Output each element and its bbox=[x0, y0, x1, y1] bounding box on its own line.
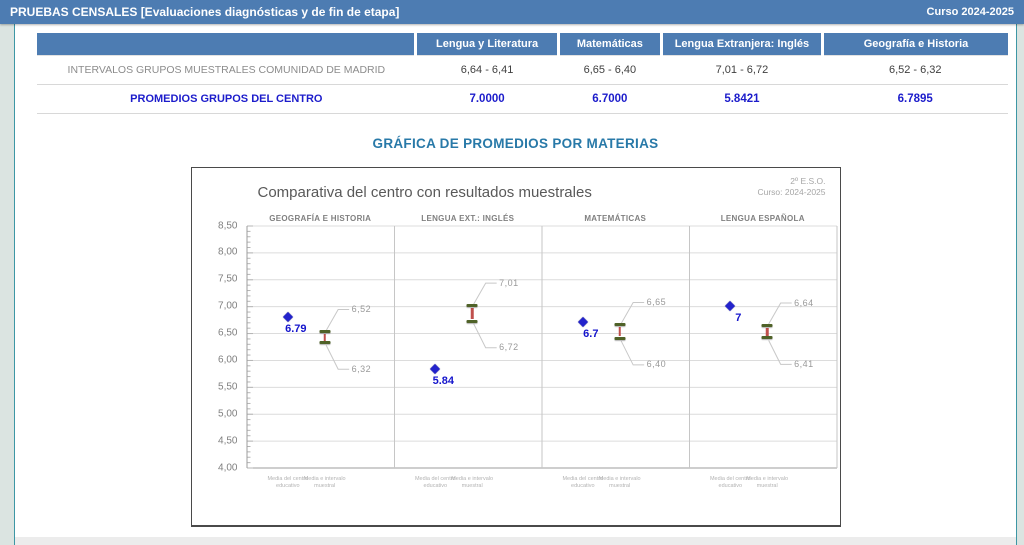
cell-value-0-1: 6,65 - 6,40 bbox=[558, 54, 662, 85]
interval-high-label: 6,52 bbox=[351, 303, 372, 314]
x-category-label-centro: Media del centro educativo bbox=[709, 475, 751, 489]
interval-high-cap bbox=[761, 324, 773, 328]
section-title: GRÁFICA DE PROMEDIOS POR MATERIAS bbox=[372, 135, 659, 151]
chart-lines-layer bbox=[246, 225, 837, 468]
course-label: Curso 2024-2025 bbox=[926, 6, 1014, 18]
cell-value-1-0: 7.0000 bbox=[415, 84, 559, 114]
panel-subject-label: MATEMÁTICAS bbox=[584, 213, 647, 223]
interval-high-cap bbox=[614, 323, 626, 327]
column-header-1: Matemáticas bbox=[556, 33, 662, 55]
interval-low-label: 6,40 bbox=[646, 359, 667, 370]
column-header-3: Geografía e Historia bbox=[821, 33, 1008, 55]
interval-bar bbox=[765, 327, 769, 336]
right-page-edge bbox=[1016, 24, 1024, 545]
cell-value-1-2: 5.8421 bbox=[661, 84, 823, 114]
interval-low-label: 6,41 bbox=[794, 358, 814, 369]
plot-area: 8,50 8,00 7,50 7,00 6,50 6,00 5,50 5,00 4,50 4,00… bbox=[192, 168, 842, 528]
interval-low-label: 6,72 bbox=[499, 342, 519, 353]
y-axis-tick-label: 4,50 bbox=[218, 435, 238, 447]
panel-subject-label: LENGUA ESPAÑOLA bbox=[720, 213, 805, 223]
y-axis-tick-label: 5,00 bbox=[218, 408, 238, 420]
chart-course-label: Curso: 2024-2025 bbox=[757, 186, 826, 197]
center-mean-value: 7 bbox=[735, 312, 742, 325]
cell-value-1-3: 6.7895 bbox=[822, 84, 1008, 114]
comparative-chart: Comparativa del centro con resultados mu… bbox=[190, 166, 842, 528]
row-label: PROMEDIOS GRUPOS DEL CENTRO bbox=[37, 84, 416, 114]
results-table: Lengua y Literatura Matemáticas Lengua Ext… bbox=[37, 33, 1008, 114]
cell-value-0-2: 7,01 - 6,72 bbox=[661, 54, 823, 85]
row-label: INTERVALOS GRUPOS MUESTRALES COMUNIDAD D… bbox=[37, 54, 416, 85]
y-axis-tick-label: 7,00 bbox=[218, 300, 238, 312]
interval-bar bbox=[323, 333, 326, 341]
interval-low-cap bbox=[319, 341, 331, 345]
interval-low-cap bbox=[614, 336, 626, 340]
content-card: Lengua y Literatura Matemáticas Lengua Ext… bbox=[15, 24, 1016, 545]
panel-subject-label: GEOGRAFÍA E HISTORIA bbox=[269, 213, 372, 223]
interval-high-label: 7,01 bbox=[499, 277, 519, 288]
y-axis-tick-label: 8,00 bbox=[218, 246, 238, 258]
table-row: INTERVALOS GRUPOS MUESTRALES COMUNIDAD D… bbox=[37, 54, 1008, 85]
table-corner-cell bbox=[37, 33, 416, 55]
interval-low-cap bbox=[761, 336, 773, 340]
interval-high-label: 6,64 bbox=[794, 297, 814, 308]
interval-high-cap bbox=[466, 304, 478, 308]
x-category-label-centro: Media del centro educativo bbox=[562, 475, 604, 489]
interval-low-label: 6,32 bbox=[351, 363, 372, 374]
y-axis-tick-label: 8,50 bbox=[218, 220, 238, 231]
x-category-label-muestral: Media e intervalo muestral bbox=[598, 475, 641, 489]
cell-value-1-1: 6.7000 bbox=[558, 84, 662, 114]
interval-bar bbox=[618, 326, 621, 337]
y-axis-tick-label: 5,50 bbox=[218, 381, 238, 393]
x-category-label-muestral: Media e intervalo muestral bbox=[451, 475, 494, 489]
top-header-bar: PRUEBAS CENSALES [Evaluaciones diagnósti… bbox=[0, 0, 1024, 24]
center-mean-value: 6.7 bbox=[583, 328, 599, 341]
chart-grade-label: 2º E.S.O. bbox=[790, 175, 826, 186]
cell-value-0-0: 6,64 - 6,41 bbox=[415, 54, 559, 85]
page-title: PRUEBAS CENSALES [Evaluaciones diagnósti… bbox=[10, 5, 400, 19]
center-mean-value: 6.79 bbox=[285, 323, 307, 336]
table-header-row: Lengua y Literatura Matemáticas Lengua Ext… bbox=[37, 33, 1008, 55]
x-category-label-centro: Media del centro educativo bbox=[267, 475, 309, 489]
y-axis-tick-label: 4,00 bbox=[218, 462, 238, 473]
center-mean-value: 5.84 bbox=[432, 374, 454, 387]
column-header-0: Lengua y Literatura bbox=[414, 33, 559, 55]
x-category-label-muestral: Media e intervalo muestral bbox=[303, 475, 346, 489]
interval-low-cap bbox=[466, 319, 478, 323]
chart-title: Comparativa del centro con resultados mu… bbox=[257, 183, 592, 201]
interval-high-label: 6,65 bbox=[646, 296, 667, 307]
bottom-strip bbox=[15, 537, 1016, 545]
y-axis-tick-label: 7,50 bbox=[218, 273, 238, 285]
interval-bar bbox=[470, 307, 474, 320]
table-row: PROMEDIOS GRUPOS DEL CENTRO 7.0000 6.7000 5… bbox=[37, 84, 1008, 114]
y-axis-tick-label: 6,50 bbox=[218, 327, 238, 339]
left-page-edge bbox=[0, 24, 15, 545]
chart-annotations: 2º E.S.O. Curso: 2024-2025 bbox=[757, 176, 825, 198]
x-category-label-centro: Media del centro educativo bbox=[414, 475, 456, 489]
interval-high-cap bbox=[319, 330, 331, 334]
panel-subject-label: LENGUA EXT.: INGLÉS bbox=[421, 213, 515, 223]
column-header-2: Lengua Extranjera: Inglés bbox=[659, 33, 823, 55]
cell-value-0-3: 6,52 - 6,32 bbox=[822, 54, 1008, 85]
x-category-label-muestral: Media e intervalo muestral bbox=[746, 475, 789, 489]
y-axis-tick-label: 6,00 bbox=[218, 354, 238, 366]
